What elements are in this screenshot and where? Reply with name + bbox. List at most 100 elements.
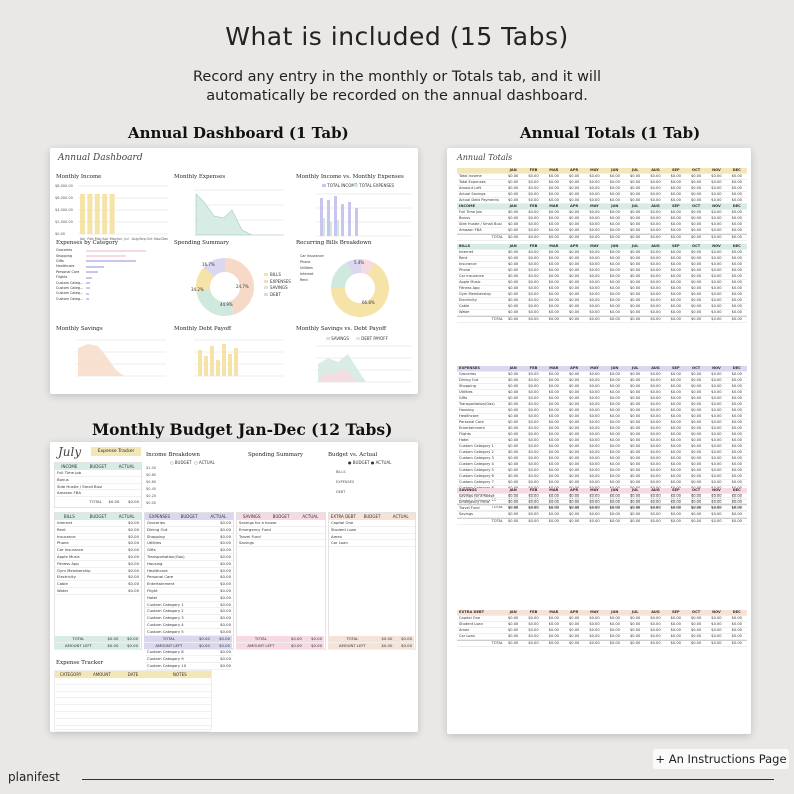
list-item[interactable]: Insurance $0.00 xyxy=(55,533,141,541)
list-item[interactable]: Travel Fund xyxy=(237,534,325,541)
list-item[interactable]: Custom Category 2 $0.00 xyxy=(145,608,233,616)
list-item[interactable]: Utilities $0.00 xyxy=(145,540,233,548)
table-row[interactable]: Actual Debt Payments $0.00 $0.00 $0.00 $0.00… xyxy=(457,198,747,204)
table-row[interactable]: Custom Category 4 $0.00 $0.00 $0.00 $0.00 $0.… xyxy=(457,462,747,468)
table-row[interactable]: Student Loan $0.00 $0.00 $0.00 $0.00 $0.00 $0.… xyxy=(457,622,747,628)
list-item[interactable]: Custom Category 10 $0.00 xyxy=(145,662,233,670)
table-row[interactable]: Car Insurance $0.00 $0.00 $0.00 $0.00 $0.00 $0… xyxy=(457,274,747,280)
list-item[interactable]: Personal Care $0.00 xyxy=(145,574,233,582)
list-item[interactable]: Groceries $0.00 xyxy=(145,520,233,527)
list-item[interactable]: Healthcare $0.00 xyxy=(145,567,233,575)
table-row[interactable]: Savings for a house $0.00 $0.00 $0.00 $0.00 $… xyxy=(457,494,747,500)
table-row[interactable]: Healthcare $0.00 $0.00 $0.00 $0.00 $0.00 $0.00… xyxy=(457,414,747,420)
list-item[interactable]: Electricity $0.00 xyxy=(55,574,141,582)
list-item[interactable]: Amazon FBA xyxy=(55,490,141,498)
list-item[interactable]: Gifts $0.00 xyxy=(145,547,233,554)
list-item[interactable]: Custom Category 1 $0.00 xyxy=(145,601,233,609)
table-row[interactable]: Custom Category 2 $0.00 $0.00 $0.00 $0.00 $0.… xyxy=(457,450,747,456)
list-item[interactable]: Housing $0.00 xyxy=(145,560,233,568)
list-item[interactable]: Custom Category 3 $0.00 xyxy=(145,615,233,622)
table-row[interactable]: Actual Savings $0.00 $0.00 $0.00 $0.00 $0.00 $… xyxy=(457,192,747,198)
table-row[interactable]: Housing $0.00 $0.00 $0.00 $0.00 $0.00 $0.00 $0.… xyxy=(457,408,747,414)
table-row[interactable]: Rent $0.00 $0.00 $0.00 $0.00 $0.00 $0.00 $0.00 $… xyxy=(457,256,747,262)
table-row[interactable]: Capital One $0.00 $0.00 $0.00 $0.00 $0.00 $0.0… xyxy=(457,616,747,622)
list-item[interactable]: Capital One xyxy=(329,520,415,527)
list-item[interactable]: Phone $0.00 xyxy=(55,540,141,548)
list-item[interactable]: Car Insurance $0.00 xyxy=(55,547,141,554)
list-item[interactable]: Side Hustle / Small Business xyxy=(55,484,141,491)
table-row[interactable] xyxy=(55,678,211,685)
list-item[interactable]: Emergency Fund xyxy=(237,527,325,534)
table-row[interactable]: Shopping $0.00 $0.00 $0.00 $0.00 $0.00 $0.00 $0… xyxy=(457,384,747,390)
table-row[interactable]: Total Expenses $0.00 $0.00 $0.00 $0.00 $0.00 $… xyxy=(457,180,747,186)
list-item[interactable]: Hotel $0.00 xyxy=(145,594,233,602)
table-row[interactable] xyxy=(55,719,211,726)
table-row[interactable]: Fitness App $0.00 $0.00 $0.00 $0.00 $0.00 $0.0… xyxy=(457,286,747,292)
list-item[interactable]: Fitness App $0.00 xyxy=(55,560,141,568)
table-row[interactable]: Electricity $0.00 $0.00 $0.00 $0.00 $0.00 $0.0… xyxy=(457,298,747,304)
table-row[interactable]: Custom Category 10 $0.00 $0.00 $0.00 $0.00 $0… xyxy=(457,498,747,504)
table-row[interactable]: Groceries $0.00 $0.00 $0.00 $0.00 $0.00 $0.00 $… xyxy=(457,372,747,378)
table-row[interactable]: Custom Category 9 $0.00 $0.00 $0.00 $0.00 $0.… xyxy=(457,492,747,498)
table-row[interactable]: Dining Out $0.00 $0.00 $0.00 $0.00 $0.00 $0.00… xyxy=(457,378,747,384)
list-item[interactable]: Gym Membership $0.00 xyxy=(55,567,141,575)
table-row[interactable]: Hotel $0.00 $0.00 $0.00 $0.00 $0.00 $0.00 $0.00… xyxy=(457,438,747,444)
table-row[interactable]: Custom Category 7 $0.00 $0.00 $0.00 $0.00 $0.… xyxy=(457,480,747,486)
table-row[interactable]: Cable $0.00 $0.00 $0.00 $0.00 $0.00 $0.00 $0.00… xyxy=(457,304,747,310)
list-item[interactable]: Car Loan xyxy=(329,540,415,548)
list-item[interactable]: Bonus xyxy=(55,477,141,484)
table-row[interactable]: Transportation(Gas) $0.00 $0.00 $0.00 $0.00 $… xyxy=(457,402,747,408)
list-item[interactable]: Custom Category 9 $0.00 xyxy=(145,655,233,663)
table-row[interactable]: Custom Category 3 $0.00 $0.00 $0.00 $0.00 $0.… xyxy=(457,456,747,462)
table-row[interactable]: Total Income $0.00 $0.00 $0.00 $0.00 $0.00 $0.… xyxy=(457,174,747,180)
table-row[interactable] xyxy=(55,698,211,706)
list-item[interactable]: Apple Music $0.00 xyxy=(55,553,141,561)
list-item[interactable]: Custom Category 4 $0.00 xyxy=(145,621,233,629)
table-row[interactable]: Phone $0.00 $0.00 $0.00 $0.00 $0.00 $0.00 $0.00… xyxy=(457,268,747,274)
table-row[interactable]: Entertainment $0.00 $0.00 $0.00 $0.00 $0.00 $0… xyxy=(457,426,747,432)
table-row[interactable]: Internet $0.00 $0.00 $0.00 $0.00 $0.00 $0.00 $0… xyxy=(457,250,747,256)
table-row[interactable]: Amount Left $0.00 $0.00 $0.00 $0.00 $0.00 $0.0… xyxy=(457,186,747,192)
list-item[interactable]: Transportation(Gas) $0.00 xyxy=(145,553,233,561)
table-row[interactable]: Travel Fund $0.00 $0.00 $0.00 $0.00 $0.00 $0.0… xyxy=(457,506,747,512)
list-item[interactable]: Full Time Job xyxy=(55,470,141,477)
list-item[interactable]: Rent $0.00 xyxy=(55,526,141,534)
table-row[interactable]: Apple Music $0.00 $0.00 $0.00 $0.00 $0.00 $0.0… xyxy=(457,280,747,286)
list-item[interactable]: Savings xyxy=(237,540,325,548)
table-row[interactable]: Savings $0.00 $0.00 $0.00 $0.00 $0.00 $0.00 $0.… xyxy=(457,512,747,518)
list-item[interactable]: Water $0.00 xyxy=(55,587,141,595)
table-row[interactable] xyxy=(55,685,211,692)
list-item[interactable]: Entertainment $0.00 xyxy=(145,581,233,588)
table-row[interactable]: Utilities $0.00 $0.00 $0.00 $0.00 $0.00 $0.00 $… xyxy=(457,390,747,396)
list-item[interactable]: Dining Out $0.00 xyxy=(145,526,233,534)
table-row[interactable]: Emergency Fund $0.00 $0.00 $0.00 $0.00 $0.00 $… xyxy=(457,500,747,506)
table-row[interactable]: Side Hustle / Small Busi $0.00 $0.00 $0.00 $… xyxy=(457,222,747,228)
table-row[interactable]: Custom Category 6 $0.00 $0.00 $0.00 $0.00 $0.… xyxy=(457,474,747,480)
list-item[interactable]: Cable $0.00 xyxy=(55,581,141,588)
list-item[interactable]: Savings for a house xyxy=(237,520,325,527)
table-row[interactable]: Insurance $0.00 $0.00 $0.00 $0.00 $0.00 $0.00 $… xyxy=(457,262,747,268)
table-row[interactable] xyxy=(55,705,211,712)
table-row[interactable]: Flights $0.00 $0.00 $0.00 $0.00 $0.00 $0.00 $0.… xyxy=(457,432,747,438)
list-item[interactable]: Custom Category 8 $0.00 xyxy=(145,649,233,656)
list-item[interactable]: Custom Category 5 $0.00 xyxy=(145,628,233,636)
table-row[interactable]: Car Loan $0.00 $0.00 $0.00 $0.00 $0.00 $0.00 $0… xyxy=(457,634,747,640)
table-row[interactable]: Custom Category 5 $0.00 $0.00 $0.00 $0.00 $0.… xyxy=(457,468,747,474)
list-item[interactable]: Amex xyxy=(329,534,415,541)
list-item[interactable]: Flight $0.00 xyxy=(145,587,233,595)
table-row[interactable]: Full Time Job $0.00 $0.00 $0.00 $0.00 $0.00 $0… xyxy=(457,210,747,216)
list-item[interactable]: Internet $0.00 xyxy=(55,520,141,527)
list-item[interactable]: Student Loan xyxy=(329,527,415,534)
table-row[interactable]: Custom Category 1 $0.00 $0.00 $0.00 $0.00 $0.… xyxy=(457,444,747,450)
table-row[interactable]: Gifts $0.00 $0.00 $0.00 $0.00 $0.00 $0.00 $0.00… xyxy=(457,396,747,402)
expense-tracker-badge[interactable]: Expense Tracker xyxy=(91,447,141,456)
table-row[interactable]: Personal Care $0.00 $0.00 $0.00 $0.00 $0.00 $0… xyxy=(457,420,747,426)
table-row[interactable]: Gym Membership $0.00 $0.00 $0.00 $0.00 $0.00 $… xyxy=(457,292,747,298)
table-row[interactable]: Amex $0.00 $0.00 $0.00 $0.00 $0.00 $0.00 $0.00 $… xyxy=(457,628,747,634)
table-row[interactable]: Amazon FBA $0.00 $0.00 $0.00 $0.00 $0.00 $0.00… xyxy=(457,228,747,234)
table-row[interactable]: Water $0.00 $0.00 $0.00 $0.00 $0.00 $0.00 $0.00… xyxy=(457,310,747,316)
list-item[interactable]: Shopping $0.00 xyxy=(145,533,233,541)
table-row[interactable] xyxy=(55,692,211,699)
table-row[interactable]: Bonus $0.00 $0.00 $0.00 $0.00 $0.00 $0.00 $0.00… xyxy=(457,216,747,222)
table-row[interactable] xyxy=(55,712,211,719)
